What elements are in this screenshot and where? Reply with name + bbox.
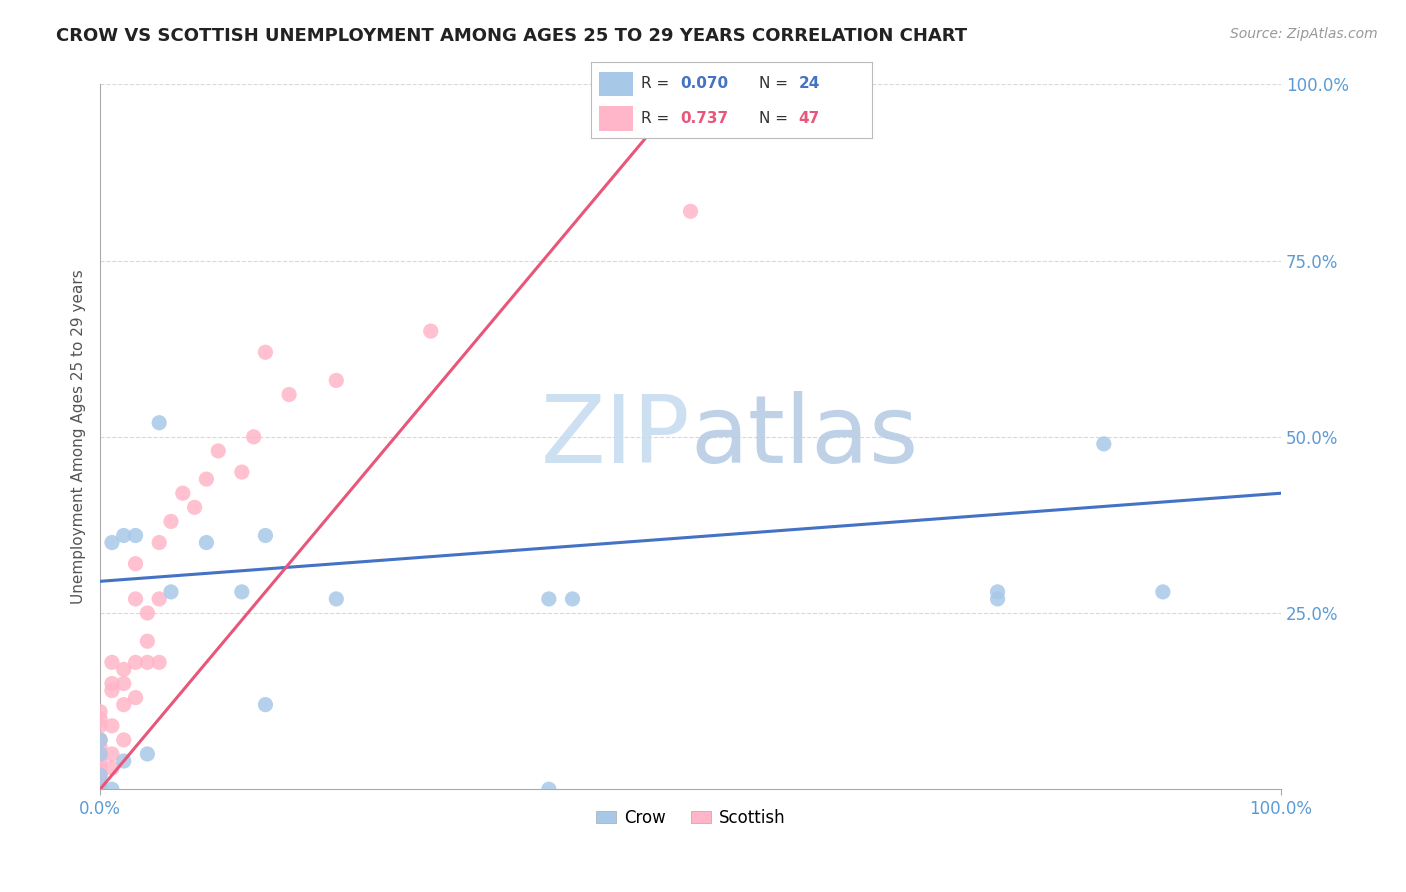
Text: 24: 24 [799, 76, 820, 91]
Point [89, 747, 111, 761]
Point [89, 782, 111, 797]
Point [254, 528, 277, 542]
Point [89, 732, 111, 747]
Point [419, 324, 441, 338]
Point [101, 676, 124, 690]
Point [89, 782, 111, 797]
Point [987, 585, 1010, 599]
Point [89, 768, 111, 782]
Point [207, 444, 229, 458]
Point [89, 712, 111, 726]
Point [112, 732, 135, 747]
Point [101, 683, 124, 698]
Point [89, 747, 111, 761]
Point [101, 719, 124, 733]
Point [148, 656, 170, 670]
Point [112, 754, 135, 768]
Text: N =: N = [759, 111, 793, 126]
Point [89, 768, 111, 782]
Point [112, 662, 135, 676]
Point [89, 705, 111, 719]
Point [172, 486, 194, 500]
Text: 0.070: 0.070 [681, 76, 728, 91]
Point [89, 754, 111, 768]
Point [101, 535, 124, 549]
Point [325, 374, 347, 388]
Point [89, 782, 111, 797]
Point [136, 747, 159, 761]
Point [1152, 585, 1174, 599]
Point [231, 465, 253, 479]
Point [89, 732, 111, 747]
FancyBboxPatch shape [599, 71, 633, 95]
Point [148, 416, 170, 430]
Point [195, 535, 218, 549]
Point [987, 591, 1010, 606]
Point [148, 535, 170, 549]
Point [101, 761, 124, 775]
Text: Source: ZipAtlas.com: Source: ZipAtlas.com [1230, 27, 1378, 41]
Text: N =: N = [759, 76, 793, 91]
Point [112, 528, 135, 542]
Point [537, 782, 560, 797]
Point [89, 782, 111, 797]
Point [183, 500, 205, 515]
Point [254, 698, 277, 712]
Point [89, 775, 111, 789]
Text: R =: R = [641, 76, 675, 91]
Point [124, 690, 146, 705]
Point [136, 606, 159, 620]
Point [160, 515, 183, 529]
Point [561, 591, 583, 606]
Point [679, 204, 702, 219]
Y-axis label: Unemployment Among Ages 25 to 29 years: Unemployment Among Ages 25 to 29 years [72, 269, 86, 604]
FancyBboxPatch shape [599, 106, 633, 130]
Text: 0.737: 0.737 [681, 111, 728, 126]
Point [101, 656, 124, 670]
Point [148, 591, 170, 606]
Point [537, 591, 560, 606]
Point [89, 761, 111, 775]
Text: atlas: atlas [690, 391, 918, 483]
Text: 47: 47 [799, 111, 820, 126]
Point [254, 345, 277, 359]
Point [124, 557, 146, 571]
Text: ZIP: ZIP [541, 391, 690, 483]
Point [242, 430, 264, 444]
Point [136, 656, 159, 670]
Point [89, 739, 111, 754]
Point [195, 472, 218, 486]
Point [89, 719, 111, 733]
Point [101, 782, 124, 797]
Point [160, 585, 183, 599]
Text: CROW VS SCOTTISH UNEMPLOYMENT AMONG AGES 25 TO 29 YEARS CORRELATION CHART: CROW VS SCOTTISH UNEMPLOYMENT AMONG AGES… [56, 27, 967, 45]
Point [124, 591, 146, 606]
Point [1092, 437, 1115, 451]
Point [325, 591, 347, 606]
Point [89, 782, 111, 797]
Point [89, 782, 111, 797]
Point [112, 698, 135, 712]
Point [101, 747, 124, 761]
Point [278, 387, 301, 401]
Point [112, 676, 135, 690]
Point [136, 634, 159, 648]
Text: R =: R = [641, 111, 675, 126]
Point [124, 528, 146, 542]
Point [231, 585, 253, 599]
Point [124, 656, 146, 670]
Legend: Crow, Scottish: Crow, Scottish [589, 803, 792, 834]
